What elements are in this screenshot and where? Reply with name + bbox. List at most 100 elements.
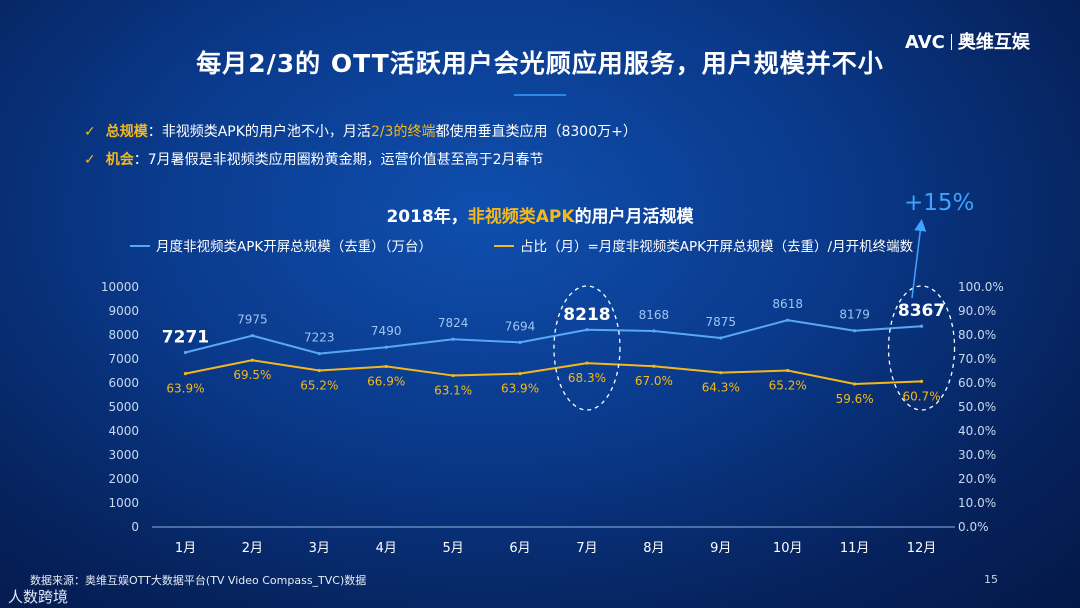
data-label-scale: 8179 <box>839 308 870 322</box>
corner-brand: 人数跨境 <box>8 588 69 606</box>
x-tick-label: 12月 <box>907 541 937 556</box>
bullet-list: ✓ 总规模：非视频类APK的用户池不小，月活2/3的终端都使用垂直类应用（8300… <box>84 118 637 174</box>
x-tick-label: 11月 <box>840 541 870 556</box>
right-tick-label: 50.0% <box>958 400 996 414</box>
data-label-ratio: 64.3% <box>702 381 740 395</box>
x-tick-label: 8月 <box>643 541 664 556</box>
data-point-ratio <box>585 361 589 365</box>
data-point-ratio <box>451 373 455 378</box>
x-tick-label: 5月 <box>442 541 463 556</box>
left-tick-label: 3000 <box>108 448 139 462</box>
highlight-circle <box>553 285 621 411</box>
highlight-circles <box>553 285 956 411</box>
x-tick-label: 6月 <box>509 541 530 556</box>
left-tick-label: 9000 <box>108 304 139 318</box>
right-tick-label: 70.0% <box>958 352 996 366</box>
data-label-ratio: 67.0% <box>635 374 673 388</box>
highlight-circle <box>887 285 956 411</box>
right-tick-label: 40.0% <box>958 424 996 438</box>
logo-divider <box>950 34 952 50</box>
check-icon: ✓ <box>84 152 96 168</box>
left-tick-label: 1000 <box>108 496 139 510</box>
data-label-scale: 7223 <box>304 331 335 345</box>
data-label-ratio: 66.9% <box>367 374 405 388</box>
chart-title-prefix: 2018年， <box>386 207 468 227</box>
bullet-text-tail: 都使用垂直类应用（8300万+） <box>435 124 637 140</box>
data-point-scale <box>250 334 254 338</box>
bullet-separator: ： <box>147 124 162 140</box>
data-label-scale: 8168 <box>639 308 670 322</box>
left-tick-label: 4000 <box>108 424 139 438</box>
x-tick-label: 3月 <box>309 541 330 556</box>
bullet-keyword: 总规模 <box>105 124 148 140</box>
data-point-scale <box>451 337 455 341</box>
slide-title: 每月2/3的 OTT活跃用户会光顾应用服务，用户规模并不小 <box>196 49 884 78</box>
x-tick-label: 10月 <box>773 541 803 556</box>
brand-logo: AVC 奥维互娱 <box>905 28 1030 54</box>
logo-name: 奥维互娱 <box>957 32 1030 53</box>
bullet-opportunity: ✓ 机会：7月暑假是非视频类应用圈粉黄金期，运营价值甚至高于2月春节 <box>84 146 637 174</box>
bullet-total-scale: ✓ 总规模：非视频类APK的用户池不小，月活2/3的终端都使用垂直类应用（8300… <box>84 118 637 146</box>
right-tick-label: 90.0% <box>958 304 996 318</box>
data-label-scale: 7271 <box>162 327 209 347</box>
data-label-ratio: 60.7% <box>902 389 940 403</box>
data-label-ratio: 63.9% <box>166 382 204 396</box>
right-tick-label: 60.0% <box>958 376 996 390</box>
chart-title: 2018年，非视频类APK的用户月活规模 <box>0 202 1080 227</box>
data-point-ratio <box>384 364 388 369</box>
data-label-ratio: 63.9% <box>501 382 539 396</box>
data-point-scale <box>384 345 388 349</box>
data-label-scale: 7975 <box>237 313 268 327</box>
series-line-ratio <box>185 359 922 385</box>
legend-label-ratio: 占比（月）=月度非视频类APK开屏总规模（去重）/月开机终端数 <box>520 239 914 255</box>
x-tick-label: 2月 <box>242 541 263 556</box>
check-icon: ✓ <box>84 124 96 140</box>
series-line-scale <box>185 319 922 355</box>
data-point-ratio <box>317 368 321 373</box>
left-tick-label: 5000 <box>108 400 139 414</box>
data-label-scale: 7490 <box>371 324 402 338</box>
data-point-scale <box>518 340 522 344</box>
data-point-scale <box>786 318 790 322</box>
right-tick-label: 10.0% <box>958 496 996 510</box>
right-tick-label: 80.0% <box>958 328 996 342</box>
data-label-scale: 8618 <box>772 297 803 311</box>
legend-label-scale: 月度非视频类APK开屏总规模（去重）（万台） <box>156 239 432 255</box>
data-point-scale <box>585 328 589 332</box>
data-point-scale <box>853 329 857 333</box>
left-tick-label: 2000 <box>108 472 139 486</box>
bullet-text: 7月暑假是非视频类应用圈粉黄金期，运营价值甚至高于2月春节 <box>147 152 544 168</box>
data-label-ratio: 68.3% <box>568 371 606 385</box>
logo-avc: AVC <box>905 32 945 53</box>
data-label-scale: 7694 <box>505 319 536 333</box>
chart-legend: 月度非视频类APK开屏总规模（去重）（万台） 占比（月）=月度非视频类APK开屏总… <box>130 239 914 255</box>
data-point-scale <box>919 324 924 328</box>
right-axis: 0.0% 10.0% 20.0% 30.0% 40.0% 50.0% 60.0% 70.0% 8… <box>958 280 1004 534</box>
data-point-scale <box>652 329 656 333</box>
data-point-ratio <box>250 358 254 362</box>
data-label-scale: 7824 <box>438 316 469 330</box>
data-label-scale: 7875 <box>706 315 737 329</box>
left-tick-label: 8000 <box>108 328 139 342</box>
data-label-ratio: 59.6% <box>836 392 874 406</box>
data-label-scale: 8367 <box>898 301 945 321</box>
data-point-ratio <box>652 364 656 368</box>
left-axis: 0 1000 2000 3000 4000 5000 6000 7000 8000 9000 100… <box>101 280 139 534</box>
series-lines <box>183 318 924 386</box>
chart-title-highlight: 非视频类APK <box>467 207 575 227</box>
right-tick-label: 100.0% <box>958 280 1004 294</box>
x-tick-label: 7月 <box>576 541 597 556</box>
data-point-ratio <box>183 372 188 376</box>
bullet-keyword: 机会 <box>105 152 134 168</box>
data-point-scale <box>719 336 723 340</box>
left-tick-label: 6000 <box>108 376 139 390</box>
page-number: 15 <box>984 573 998 586</box>
left-tick-label: 7000 <box>108 352 139 366</box>
right-tick-label: 0.0% <box>958 520 989 534</box>
right-tick-label: 20.0% <box>958 472 996 486</box>
x-tick-label: 9月 <box>710 541 731 556</box>
data-point-scale <box>317 352 321 356</box>
data-labels: 7271 7975 7223 7490 7824 7694 8218 8168 7875 8618… <box>162 297 945 406</box>
data-label-ratio: 63.1% <box>434 384 472 398</box>
